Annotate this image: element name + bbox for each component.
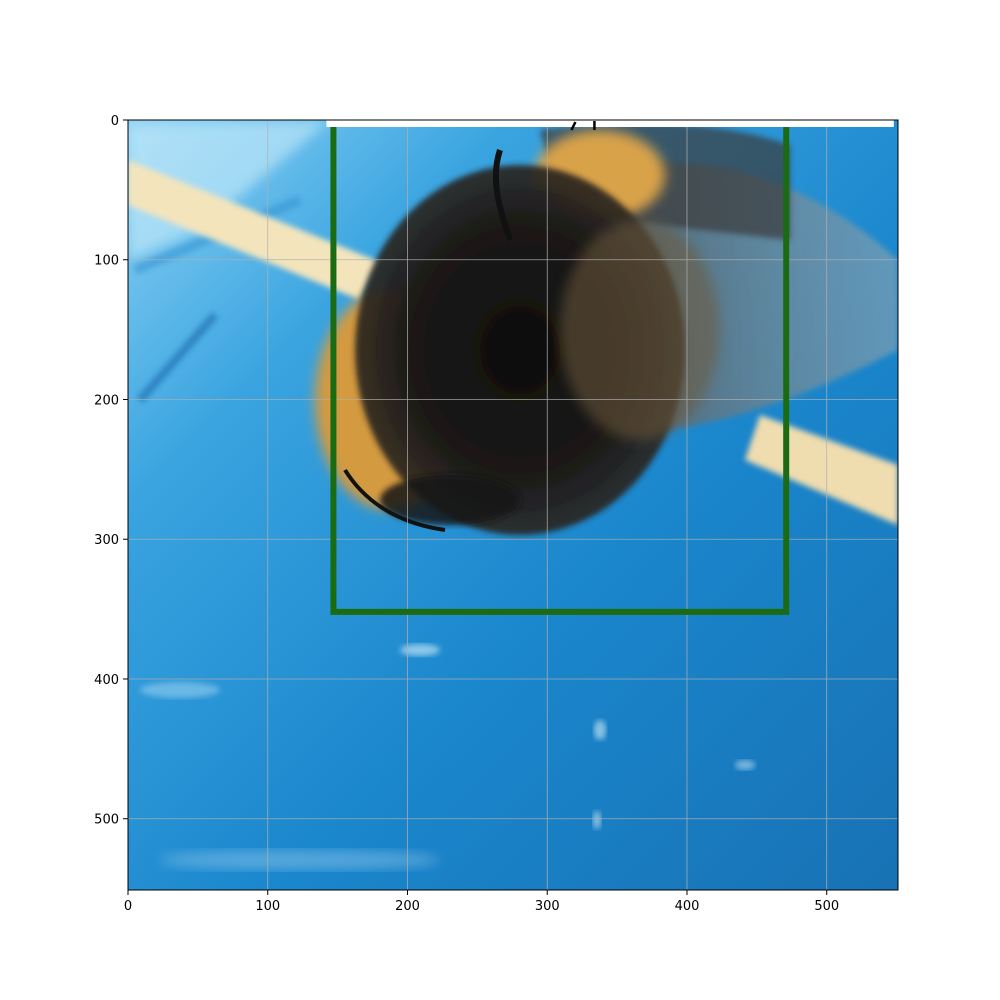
y-tick-label: 200 [94,393,119,408]
x-tick-label: 400 [675,899,700,914]
label-bar [326,120,894,127]
water-glint [593,811,601,829]
x-tick-label: 300 [535,899,560,914]
label-text-fragment [570,121,596,131]
water-glint [160,850,440,870]
bee-photo [128,120,898,890]
y-tick-label: 500 [94,813,119,828]
x-tick-label: 100 [255,899,280,914]
water-glint [140,682,220,698]
water-reflection-streak [137,312,218,403]
y-tick-label: 0 [111,114,119,129]
wooden-stick [128,160,380,300]
water-glint [594,720,606,740]
y-axis: 0 100 200 300 400 500 [94,114,128,828]
x-axis: 0 100 200 300 400 500 [124,890,839,914]
annotation-layer [326,120,894,615]
x-tick-label: 200 [395,899,420,914]
x-tick-label: 0 [124,899,132,914]
y-tick-label: 400 [94,673,119,688]
bounding-box [330,126,790,615]
y-tick-label: 100 [94,254,119,269]
bee-leg [343,468,446,532]
bee-fur-highlight [560,220,720,440]
bee-leg [492,149,513,241]
y-tick-label: 300 [94,533,119,548]
water-glint [400,644,440,656]
axes-frame [127,119,899,891]
x-tick-label: 500 [814,899,839,914]
water-glint [735,760,755,770]
bee-leg-shadow [380,475,520,525]
grid-lines [127,119,898,890]
